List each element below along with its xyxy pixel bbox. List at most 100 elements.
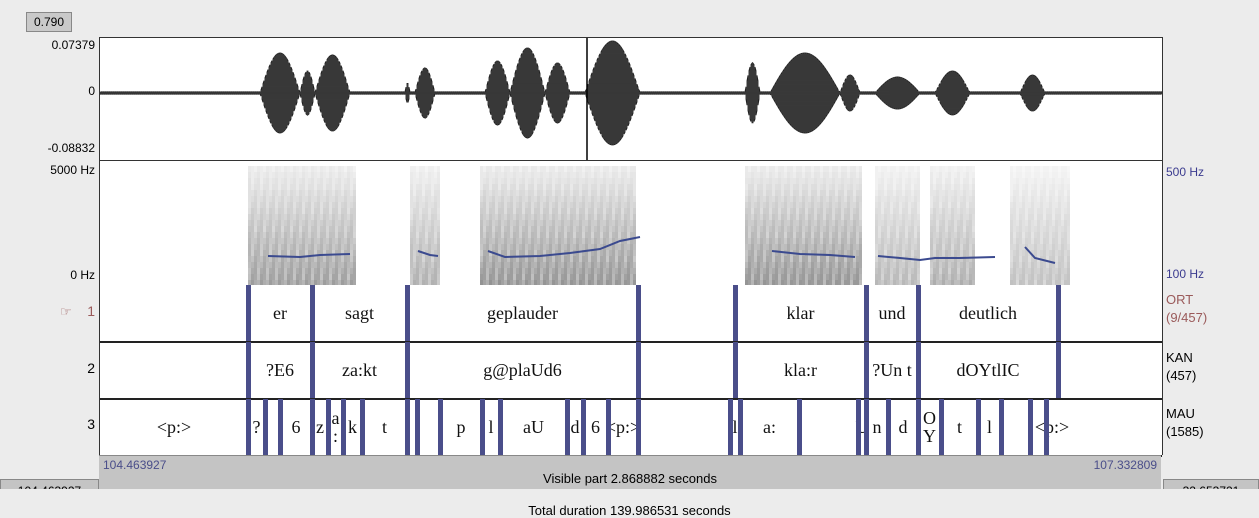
- tier-boundary[interactable]: [733, 342, 738, 398]
- tier-3-interval[interactable]: [1001, 399, 1030, 455]
- tier-boundary[interactable]: [976, 399, 981, 455]
- tier-2-number[interactable]: 2: [87, 360, 95, 376]
- tier-1-interval[interactable]: [1058, 285, 1162, 341]
- tier-1-number[interactable]: 1: [87, 303, 95, 319]
- tier-boundary[interactable]: [728, 399, 733, 455]
- tier-3-interval[interactable]: d: [570, 417, 580, 437]
- tier-3-interval[interactable]: a:: [331, 408, 340, 446]
- tier-1-interval[interactable]: und: [878, 303, 906, 323]
- waveform-zero-label: 0: [88, 84, 95, 98]
- total-duration-bar[interactable]: Total duration 139.986531 seconds: [0, 489, 1259, 518]
- tier-kan[interactable]: ?E6 za:kt g@plaUd6 kla:r ?Un t dOYtlIC: [100, 342, 1162, 400]
- tier-boundary[interactable]: [310, 399, 315, 455]
- tier-3-interval[interactable]: z: [316, 417, 324, 437]
- tier-boundary[interactable]: [405, 399, 410, 455]
- tier-3-interval[interactable]: p: [456, 417, 466, 437]
- tier-3-interval[interactable]: t: [381, 417, 387, 437]
- tier-3-interval[interactable]: a:: [763, 417, 776, 437]
- tier-boundary[interactable]: [310, 342, 315, 398]
- tier-boundary[interactable]: [1028, 399, 1033, 455]
- tier-boundary[interactable]: [246, 342, 251, 398]
- tier-boundary[interactable]: [581, 399, 586, 455]
- tier-1-interval[interactable]: er: [273, 303, 287, 323]
- tier-boundary[interactable]: [498, 399, 503, 455]
- tier-1-interval[interactable]: deutlich: [959, 303, 1017, 323]
- tier-2-interval[interactable]: ?Un t: [872, 360, 912, 380]
- tier-3-interval[interactable]: 6: [591, 417, 600, 437]
- tier-3-interval[interactable]: <p:>: [605, 417, 641, 437]
- tier-boundary[interactable]: [326, 399, 331, 455]
- tier-boundary[interactable]: [797, 399, 802, 455]
- tier-boundary[interactable]: [278, 399, 283, 455]
- tier-boundary[interactable]: [360, 399, 365, 455]
- tier-3-interval[interactable]: l: [732, 417, 738, 437]
- tier-boundary[interactable]: [636, 399, 641, 455]
- tier-boundary[interactable]: [636, 285, 641, 341]
- tier-boundary[interactable]: [886, 399, 891, 455]
- tier-boundary[interactable]: [738, 399, 743, 455]
- tier-3-interval[interactable]: t: [956, 417, 962, 437]
- tier-boundary[interactable]: [864, 285, 869, 341]
- tier-2-interval[interactable]: g@plaUd6: [483, 360, 562, 380]
- tier-boundary[interactable]: [341, 399, 346, 455]
- tier-ort[interactable]: er sagt geplauder klar und deutlich: [100, 285, 1162, 343]
- tier-2-interval[interactable]: [638, 342, 735, 398]
- tier-3-interval[interactable]: n: [872, 417, 882, 437]
- waveform-trace: [100, 40, 1162, 146]
- tier-3-interval[interactable]: ?: [252, 417, 261, 437]
- tier-boundary[interactable]: [939, 399, 944, 455]
- tier-boundary[interactable]: [916, 285, 921, 341]
- spectrogram-panel[interactable]: [99, 160, 1163, 287]
- tier-boundary[interactable]: [999, 399, 1004, 455]
- tier-3-number[interactable]: 3: [87, 416, 95, 432]
- tier-3-interval[interactable]: [799, 399, 858, 455]
- tier-boundary[interactable]: [480, 399, 485, 455]
- tier-3-interval[interactable]: l: [488, 417, 494, 437]
- tier-2-interval[interactable]: [100, 342, 248, 398]
- tier-boundary[interactable]: [246, 285, 251, 341]
- tier-1-interval[interactable]: klar: [786, 303, 815, 323]
- tier-boundary[interactable]: [405, 342, 410, 398]
- tier-3-interval[interactable]: 6: [291, 417, 301, 437]
- tier-2-interval[interactable]: dOYtlIC: [956, 360, 1020, 380]
- tier-2-interval[interactable]: kla:r: [784, 360, 817, 380]
- tier-boundary[interactable]: [405, 285, 410, 341]
- tier-boundary[interactable]: [438, 399, 443, 455]
- tier-boundary[interactable]: [606, 399, 611, 455]
- tier-boundary[interactable]: [310, 285, 315, 341]
- pitch-contour: [877, 255, 996, 262]
- tier-boundary[interactable]: [1044, 399, 1049, 455]
- tier-1-interval[interactable]: [100, 285, 248, 341]
- tier-3-interval[interactable]: aU: [523, 417, 544, 437]
- tier-boundary[interactable]: [864, 342, 869, 398]
- tier-2-interval[interactable]: za:kt: [342, 360, 377, 380]
- tier-3-interval[interactable]: l: [986, 417, 992, 437]
- tier-boundary[interactable]: [864, 399, 869, 455]
- tier-boundary[interactable]: [916, 399, 921, 455]
- tier-boundary[interactable]: [415, 399, 420, 455]
- tier-3-interval[interactable]: d: [898, 417, 908, 437]
- tier-boundary[interactable]: [1056, 342, 1061, 398]
- tier-boundary[interactable]: [733, 285, 738, 341]
- tier-3-interval[interactable]: [638, 399, 730, 455]
- visible-part-bar[interactable]: 104.463927 Visible part 2.868882 seconds…: [99, 455, 1161, 490]
- annotation-tiers[interactable]: er sagt geplauder klar und deutlich ?E6 za:kt g…: [99, 285, 1163, 457]
- tier-2-interval[interactable]: ?E6: [266, 360, 294, 380]
- tier-boundary[interactable]: [916, 342, 921, 398]
- waveform-panel[interactable]: [99, 37, 1163, 161]
- tier-1-interval[interactable]: [638, 285, 735, 341]
- tier-1-interval[interactable]: sagt: [345, 303, 374, 323]
- tier-3-interval[interactable]: <p:>: [156, 417, 192, 437]
- tier-3-interval[interactable]: k: [348, 417, 357, 437]
- tier-3-interval[interactable]: [417, 399, 440, 455]
- tier-boundary[interactable]: [636, 342, 641, 398]
- tier-boundary[interactable]: [1056, 285, 1061, 341]
- tier-boundary[interactable]: [565, 399, 570, 455]
- tier-boundary[interactable]: [246, 399, 251, 455]
- tier-boundary[interactable]: [856, 399, 861, 455]
- tier-1-interval[interactable]: geplauder: [487, 303, 558, 323]
- tier-boundary[interactable]: [263, 399, 268, 455]
- tier-2-interval[interactable]: [1058, 342, 1162, 398]
